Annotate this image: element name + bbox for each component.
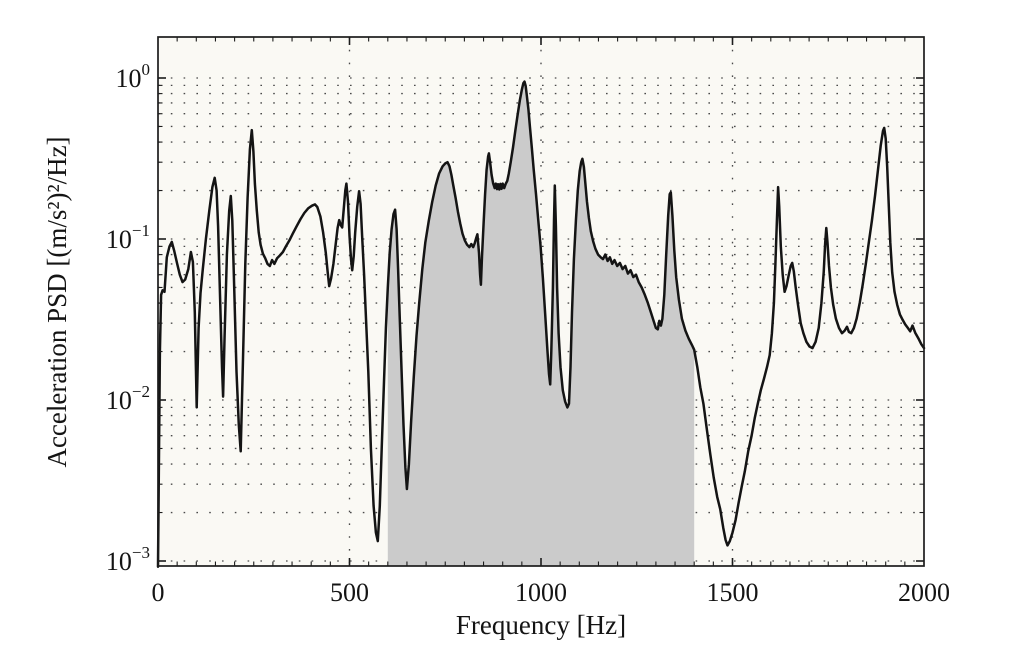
psd-curve — [156, 80, 926, 569]
x-tick-label: 500 — [330, 578, 369, 607]
y-tick-label: 10−2 — [106, 382, 150, 415]
tick-marks — [158, 37, 924, 566]
x-tick-labels: 0 500 1000 1500 2000 — [152, 578, 951, 607]
y-tick-labels: 100 10−1 10−2 10−3 — [106, 60, 150, 576]
y-axis-title: Acceleration PSD [(m/s²)²/Hz] — [42, 136, 72, 467]
shaded-region — [387, 81, 695, 566]
x-axis-title: Frequency [Hz] — [456, 610, 626, 640]
x-tick-label: 2000 — [898, 578, 950, 607]
y-tick-label: 100 — [116, 60, 151, 93]
x-tick-label: 1000 — [515, 578, 567, 607]
y-tick-label: 10−1 — [106, 221, 150, 254]
plot-area: 0 500 1000 1500 2000 100 10−1 10−2 10−3 — [106, 36, 951, 607]
y-tick-label: 10−3 — [106, 543, 150, 576]
x-tick-label: 1500 — [707, 578, 759, 607]
x-tick-label: 0 — [152, 578, 165, 607]
